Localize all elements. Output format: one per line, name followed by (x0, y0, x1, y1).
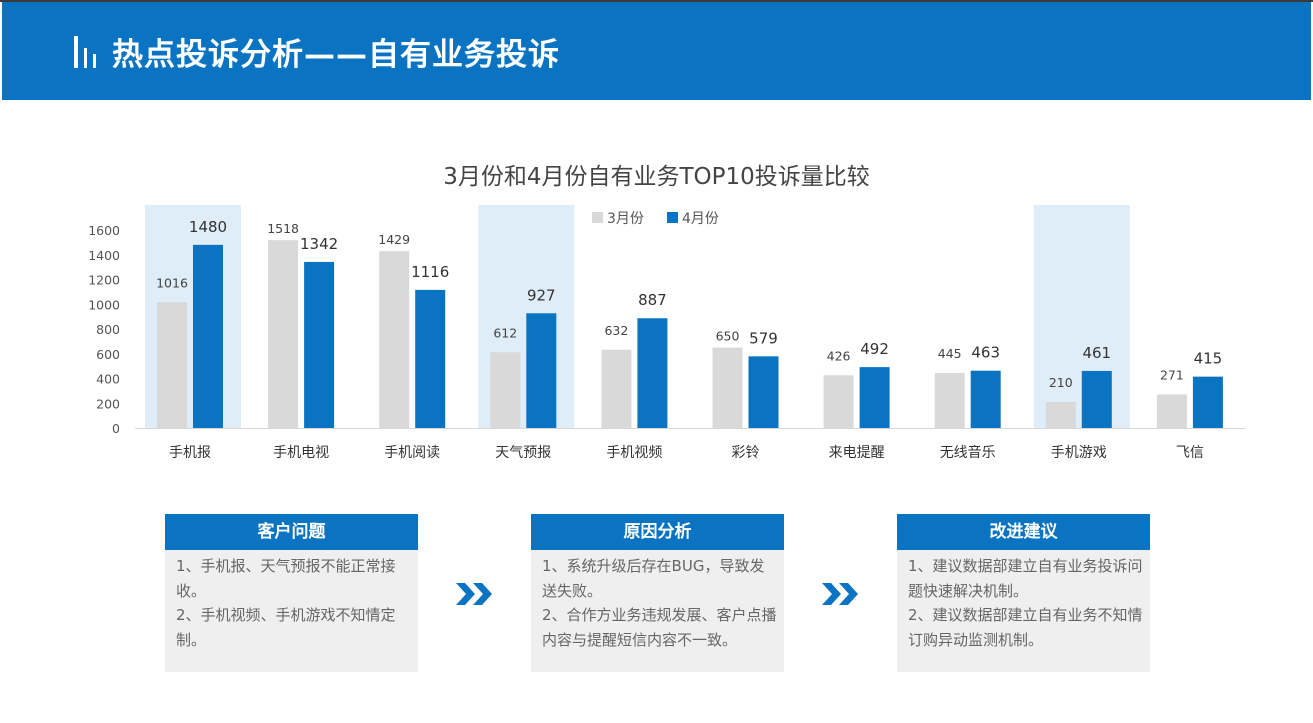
bar-march (157, 302, 187, 428)
x-tick-label: 来电提醒 (829, 445, 885, 461)
data-label: 650 (716, 329, 740, 344)
data-label: 1480 (189, 218, 227, 236)
x-tick-label: 无线音乐 (940, 444, 996, 461)
bar-april (748, 356, 779, 428)
bar-march (490, 352, 521, 428)
x-tick-label: 彩铃 (732, 445, 760, 461)
legend-label: 3月份 (607, 211, 644, 227)
data-label: 415 (1194, 350, 1223, 368)
panel-line: 1、手机报、天气预报不能正常接收。 (176, 557, 396, 600)
data-label: 210 (1049, 375, 1073, 390)
data-label: 426 (827, 348, 851, 363)
bar-lines-icon (74, 36, 96, 68)
double-chevron-right-icon (822, 583, 858, 605)
panel-line: 2、建议数据部建立自有业务不知情订购异动监测机制。 (908, 606, 1143, 649)
x-tick-label: 飞信 (1176, 445, 1204, 461)
y-tick-label: 400 (96, 372, 120, 387)
panel-line: 1、系统升级后存在BUG，导致发送失败。 (542, 557, 765, 600)
x-tick-label: 手机视频 (606, 445, 662, 461)
panel-line: 2、合作方业务违规发展、客户点播内容与提醒短信内容不一致。 (542, 606, 777, 649)
bar-march (379, 251, 410, 428)
bar-april (970, 370, 1001, 428)
bar-april (415, 289, 446, 428)
bar-april (526, 313, 557, 428)
y-tick-label: 1000 (88, 297, 120, 312)
panel-body: 1、系统升级后存在BUG，导致发送失败。 2、合作方业务违规发展、客户点播内容与… (531, 550, 784, 672)
panel-title: 客户问题 (165, 514, 418, 550)
data-label: 1429 (378, 232, 410, 247)
bar-march (934, 372, 965, 428)
bar-april (859, 367, 890, 428)
page-header: 热点投诉分析——自有业务投诉 (2, 2, 1311, 100)
bar-april (1192, 376, 1223, 428)
data-label: 463 (971, 344, 1000, 362)
panel-body: 1、建议数据部建立自有业务投诉问题快速解决机制。 2、建议数据部建立自有业务不知… (897, 550, 1150, 672)
x-tick-label: 手机游戏 (1051, 445, 1107, 461)
panel-body: 1、手机报、天气预报不能正常接收。 2、手机视频、手机游戏不知情定制。 (165, 550, 418, 672)
legend-label: 4月份 (682, 211, 719, 227)
panel-line: 1、建议数据部建立自有业务投诉问题快速解决机制。 (908, 557, 1143, 600)
x-tick-label: 天气预报 (495, 445, 551, 461)
top-border-line (0, 0, 1313, 2)
panel-line: 2、手机视频、手机游戏不知情定制。 (176, 606, 396, 649)
data-label: 1342 (300, 235, 338, 253)
bar-march (712, 347, 743, 428)
data-label: 461 (1082, 344, 1111, 362)
x-tick-label: 手机报 (169, 445, 211, 461)
y-tick-label: 1400 (88, 248, 120, 263)
data-label: 927 (527, 286, 556, 304)
y-tick-label: 800 (96, 322, 120, 337)
panel-title: 原因分析 (531, 514, 784, 550)
bar-april (1081, 370, 1112, 428)
data-label: 271 (1160, 367, 1184, 382)
bar-march (823, 375, 854, 428)
bar-march (1045, 402, 1076, 428)
data-label: 445 (938, 346, 962, 361)
legend-swatch (667, 212, 678, 223)
cause-analysis-panel: 原因分析 1、系统升级后存在BUG，导致发送失败。 2、合作方业务违规发展、客户… (531, 514, 784, 672)
bar-march (601, 349, 632, 428)
data-label: 1116 (411, 263, 449, 281)
y-tick-label: 1600 (88, 223, 120, 238)
data-label: 579 (749, 329, 778, 347)
bar-april (304, 261, 335, 428)
data-label: 887 (638, 291, 667, 309)
chart-title: 3月份和4月份自有业务TOP10投诉量比较 (443, 164, 870, 190)
data-label: 632 (604, 323, 628, 338)
legend-swatch (592, 212, 603, 223)
double-chevron-right-icon (456, 583, 492, 605)
y-tick-label: 600 (96, 347, 120, 362)
data-label: 492 (860, 340, 889, 358)
y-tick-label: 0 (112, 421, 120, 436)
panel-title: 改进建议 (897, 514, 1150, 550)
improvement-panel: 改进建议 1、建议数据部建立自有业务投诉问题快速解决机制。 2、建议数据部建立自… (897, 514, 1150, 672)
bar-chart: 0 200 400 600 800 1000 1200 1400 1600 1016 1480 手机报… (88, 205, 1246, 461)
bar-march (1156, 394, 1187, 428)
customer-problem-panel: 客户问题 1、手机报、天气预报不能正常接收。 2、手机视频、手机游戏不知情定制。 (165, 514, 418, 672)
x-tick-label: 手机阅读 (384, 444, 440, 461)
data-label: 1518 (267, 221, 299, 236)
x-tick-label: 手机电视 (273, 445, 329, 461)
bar-april (193, 244, 223, 428)
data-label: 612 (493, 325, 517, 340)
y-tick-label: 1200 (88, 273, 120, 288)
data-label: 1016 (156, 275, 188, 290)
bar-march (268, 240, 299, 428)
page-title: 热点投诉分析——自有业务投诉 (112, 37, 560, 73)
y-tick-label: 200 (96, 396, 120, 411)
bar-april (637, 318, 668, 428)
